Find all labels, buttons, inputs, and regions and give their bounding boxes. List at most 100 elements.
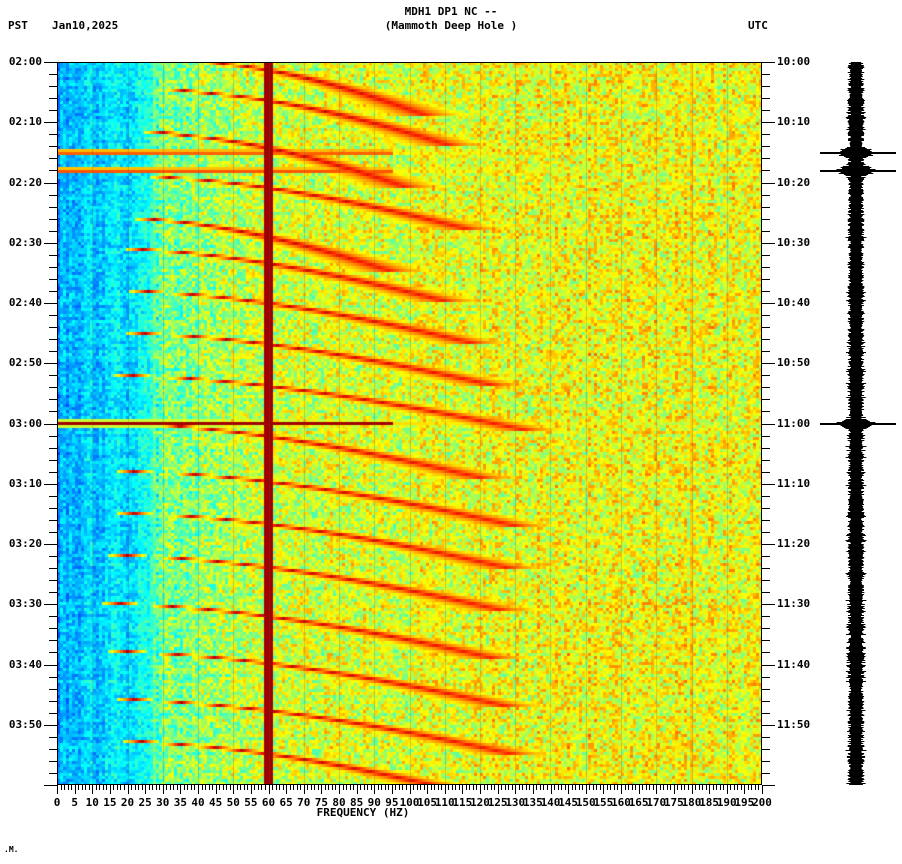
time-label-utc-1150: 11:50 [777,717,811,731]
freq-minor-tick [123,785,125,790]
freq-minor-tick [430,785,432,790]
freq-label-145: 145 [558,796,579,809]
time-minor-tick-right [762,495,770,497]
freq-minor-tick [522,785,524,790]
time-minor-tick-right [762,315,770,317]
time-minor-tick-right [762,628,770,630]
freq-major-tick [550,785,552,794]
freq-label-180: 180 [681,796,702,809]
freq-minor-tick [64,785,66,790]
freq-minor-tick [712,785,714,790]
time-minor-tick-left [49,387,57,389]
freq-minor-tick [582,785,584,790]
time-major-tick-left [44,423,57,425]
time-label-pst-0340: 03:40 [8,657,42,671]
time-minor-tick-left [49,110,57,112]
freq-label-60: 60 [261,796,276,809]
freq-minor-tick [81,785,83,790]
freq-label-65: 65 [279,796,293,809]
spectrogram-panel[interactable] [57,62,762,785]
freq-minor-tick [469,785,471,790]
freq-major-tick [127,785,129,794]
freq-label-185: 185 [699,796,720,809]
freq-major-tick [568,785,570,794]
time-major-tick-left [44,303,57,304]
time-minor-tick-right [762,760,770,762]
time-minor-tick-right [762,411,770,413]
freq-minor-tick [571,785,573,790]
freq-minor-tick [645,785,647,790]
spectrogram-image [57,62,762,785]
freq-minor-tick [451,785,453,790]
time-minor-tick-left [49,254,57,256]
time-minor-tick-left [49,435,57,437]
freq-minor-tick [131,785,133,790]
freq-label-50: 50 [226,796,240,809]
freq-minor-tick [557,785,559,790]
time-minor-tick-left [49,652,57,654]
time-label-utc-1000: 10:00 [777,55,811,68]
freq-label-5: 5 [71,796,78,809]
freq-minor-tick [222,785,224,790]
time-minor-tick-left [49,98,57,100]
freq-minor-tick [317,785,319,790]
freq-minor-tick [335,785,337,790]
freq-major-tick [444,785,446,794]
time-minor-tick-right [762,592,770,594]
time-minor-tick-left [49,640,57,642]
freq-major-tick [250,785,252,794]
freq-minor-tick [346,785,348,790]
freq-label-170: 170 [646,796,667,809]
freq-label-105: 105 [417,796,438,809]
time-label-pst-0350: 03:50 [8,717,42,731]
time-minor-tick-left [49,290,57,292]
freq-minor-tick [95,785,97,790]
time-minor-tick-left [49,158,57,160]
freq-minor-tick [169,785,171,790]
freq-minor-tick [116,785,118,790]
time-minor-tick-right [762,110,770,112]
freq-major-tick [762,785,763,794]
freq-minor-tick [423,785,425,790]
freq-minor-tick [702,785,704,790]
freq-minor-tick [388,785,390,790]
time-minor-tick-right [762,519,770,521]
time-minor-tick-left [49,556,57,558]
time-major-tick-right [762,664,775,666]
time-major-tick-left [44,604,57,606]
freq-minor-tick [525,785,527,790]
freq-major-tick [515,785,517,794]
time-major-tick-left [44,122,57,124]
freq-major-tick [391,785,393,794]
freq-minor-tick [212,785,214,790]
freq-major-tick [532,785,534,794]
freq-label-190: 190 [716,796,737,809]
freq-minor-tick [483,785,485,790]
freq-minor-tick [300,785,302,790]
freq-major-tick [744,785,746,794]
freq-minor-tick [166,785,168,790]
freq-minor-tick [293,785,295,790]
time-minor-tick-left [49,218,57,220]
time-major-tick-left [44,785,57,786]
freq-major-tick [462,785,464,794]
time-minor-tick-left [49,375,57,377]
freq-minor-tick [561,785,563,790]
freq-minor-tick [102,785,104,790]
freq-label-120: 120 [470,796,490,809]
time-minor-tick-left [49,74,57,76]
freq-minor-tick [208,785,210,790]
freq-major-tick [691,785,693,794]
freq-minor-tick [705,785,707,790]
freq-minor-tick [758,785,760,790]
time-minor-tick-right [762,170,770,172]
freq-minor-tick [190,785,192,790]
freq-minor-tick [363,785,365,790]
time-major-tick-right [762,242,775,244]
freq-minor-tick [487,785,489,790]
freq-major-tick [286,785,288,794]
freq-label-20: 20 [120,796,135,809]
time-label-pst-0310: 03:10 [8,476,42,490]
time-minor-tick-right [762,676,770,678]
freq-minor-tick [413,785,415,790]
